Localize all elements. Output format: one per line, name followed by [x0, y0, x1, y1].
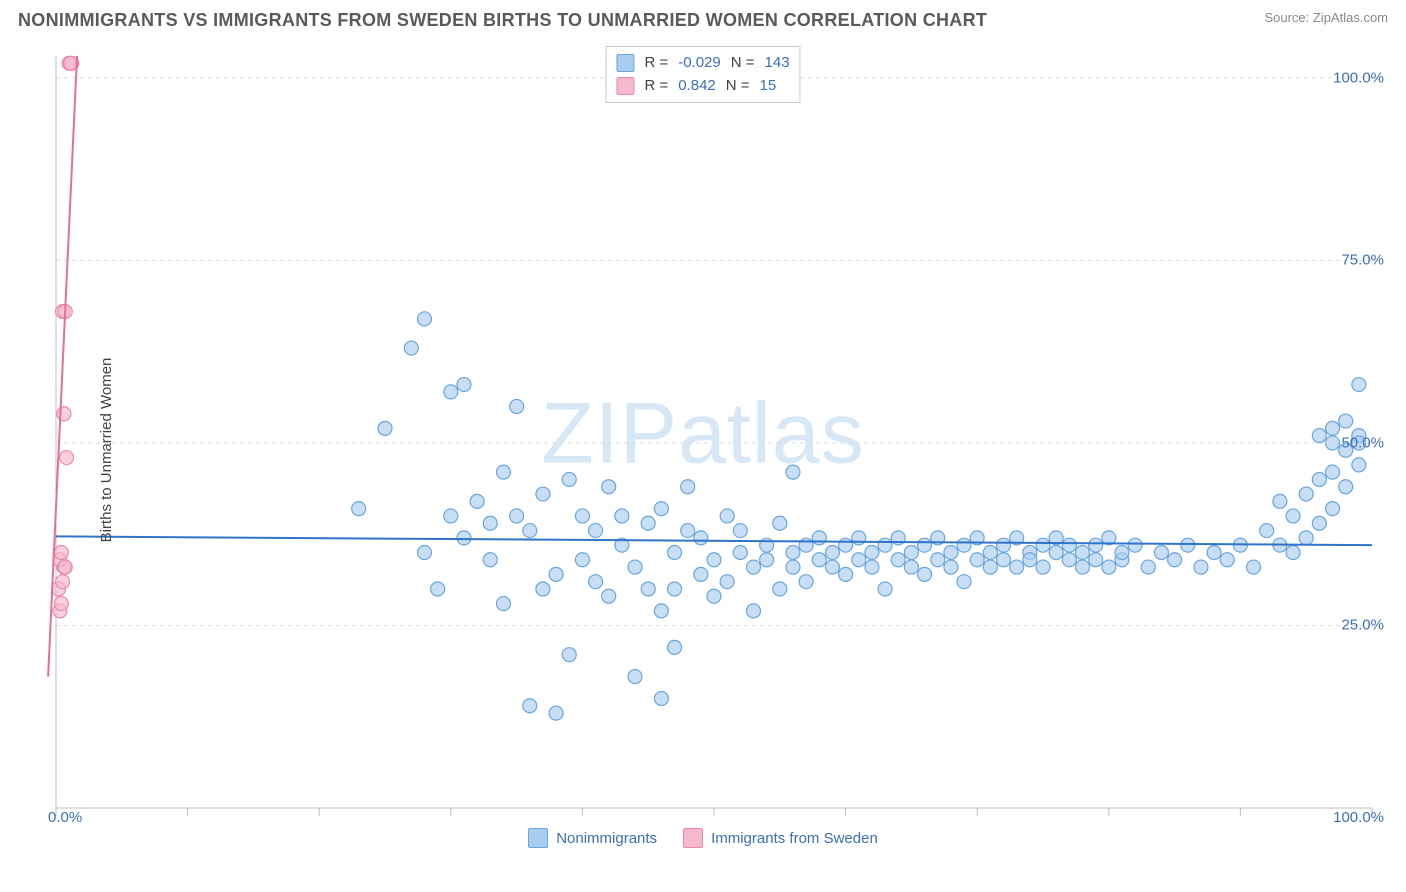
stats-swatch	[616, 77, 634, 95]
stats-label-n: N =	[726, 74, 750, 97]
stats-value-r: -0.029	[678, 51, 721, 74]
y-axis-label: Births to Unmarried Women	[98, 358, 115, 543]
stats-value-n: 15	[760, 74, 777, 97]
source-label: Source: ZipAtlas.com	[1264, 10, 1388, 25]
stats-value-n: 143	[765, 51, 790, 74]
legend-item-immigrants: Immigrants from Sweden	[683, 828, 878, 848]
legend-swatch	[683, 828, 703, 848]
y-tick-label: 50.0%	[1341, 434, 1384, 451]
y-tick-label: 75.0%	[1341, 252, 1384, 269]
stats-label-r: R =	[644, 74, 668, 97]
x-axis-min-label: 0.0%	[48, 809, 82, 826]
stats-row: R = -0.029 N = 143	[616, 51, 789, 74]
stats-label-r: R =	[644, 51, 668, 74]
legend-label: Nonimmigrants	[556, 830, 657, 847]
y-tick-label: 25.0%	[1341, 617, 1384, 634]
y-tick-label: 100.0%	[1333, 69, 1384, 86]
chart-container: Births to Unmarried Women ZIPatlas 0.0% …	[18, 46, 1388, 854]
legend-swatch	[528, 828, 548, 848]
stats-label-n: N =	[731, 51, 755, 74]
page-title: NONIMMIGRANTS VS IMMIGRANTS FROM SWEDEN …	[18, 10, 987, 31]
stats-swatch	[616, 54, 634, 72]
legend: Nonimmigrants Immigrants from Sweden	[18, 828, 1388, 848]
stats-value-r: 0.842	[678, 74, 716, 97]
stats-box: R = -0.029 N = 143 R = 0.842 N = 15	[605, 46, 800, 103]
stats-row: R = 0.842 N = 15	[616, 74, 789, 97]
legend-item-nonimmigrants: Nonimmigrants	[528, 828, 657, 848]
x-axis-max-label: 100.0%	[1333, 809, 1384, 826]
scatter-chart	[18, 46, 1388, 854]
legend-label: Immigrants from Sweden	[711, 830, 878, 847]
